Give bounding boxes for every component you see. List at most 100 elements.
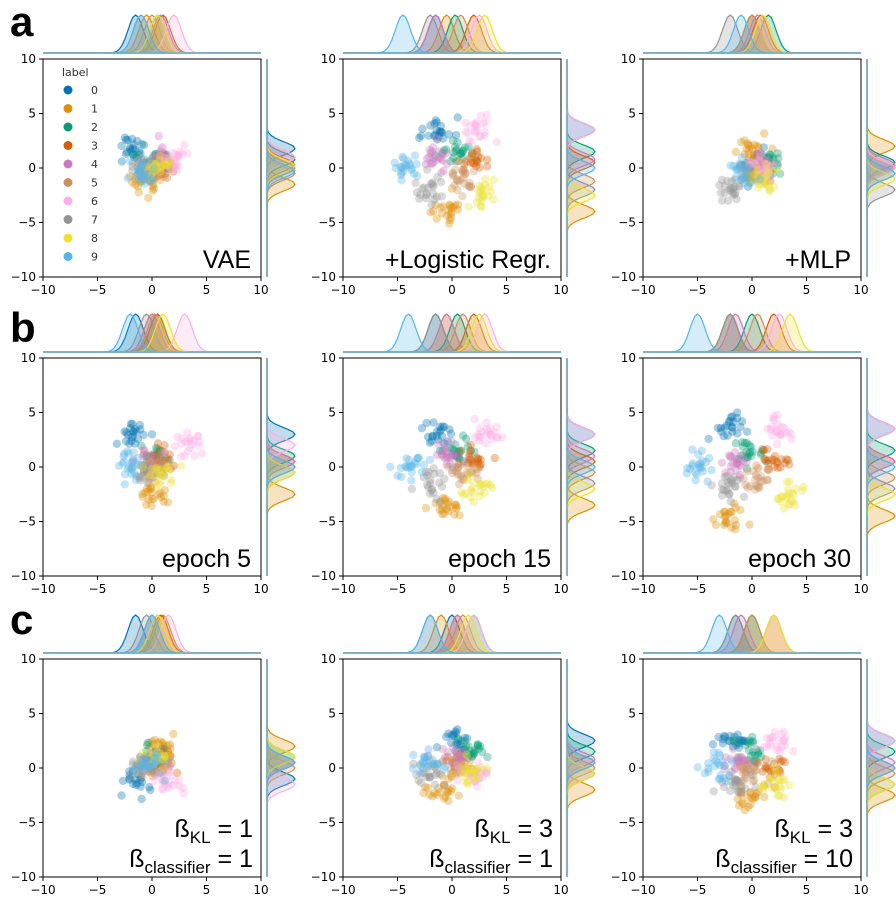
scatter-point-label-6 bbox=[471, 120, 480, 130]
scatter-point-label-2 bbox=[750, 750, 759, 760]
scatter-point-label-2 bbox=[463, 754, 473, 763]
scatter-point-label-3 bbox=[146, 754, 156, 763]
scatter-point-label-7 bbox=[409, 759, 418, 768]
scatter-point-label-2 bbox=[745, 448, 755, 457]
scatter-point-label-7 bbox=[427, 200, 436, 209]
scatter-point-label-7 bbox=[135, 461, 144, 470]
scatter-point-label-2 bbox=[152, 451, 161, 460]
scatter-point-label-1 bbox=[428, 792, 437, 801]
marginal-density-y bbox=[866, 659, 896, 877]
scatter-point-label-1 bbox=[752, 789, 761, 798]
x-tick-label: −5 bbox=[689, 883, 707, 897]
scatter-point-label-8 bbox=[475, 181, 484, 190]
scatter-point-label-2 bbox=[143, 738, 152, 747]
scatter-point-label-6 bbox=[492, 137, 502, 147]
scatter-point-label-1 bbox=[442, 504, 451, 514]
scatter-point-label-1 bbox=[436, 497, 445, 506]
scatter-point-label-6 bbox=[776, 430, 785, 439]
scatter-point-label-4 bbox=[157, 152, 167, 161]
scatter-point-label-6 bbox=[769, 415, 779, 425]
scatter-point-label-4 bbox=[450, 451, 459, 460]
scatter-point-label-5 bbox=[454, 177, 463, 186]
scatter-point-label-9 bbox=[417, 468, 426, 477]
scatter-point-label-0 bbox=[146, 764, 156, 773]
scatter-point-label-2 bbox=[157, 452, 166, 461]
scatter-point-label-6 bbox=[470, 126, 480, 136]
scatter-point-label-8 bbox=[149, 167, 159, 176]
scatter-point-label-8 bbox=[468, 483, 477, 492]
scatter-point-label-6 bbox=[178, 783, 188, 793]
scatter-point-label-3 bbox=[476, 153, 486, 162]
scatter-point-label-0 bbox=[128, 766, 138, 776]
scatter-point-label-2 bbox=[746, 442, 756, 452]
scatter-point-label-2 bbox=[483, 752, 492, 762]
scatter-point-label-2 bbox=[758, 150, 767, 160]
scatter-point-label-2 bbox=[157, 458, 166, 468]
scatter-point-label-3 bbox=[774, 765, 783, 775]
scatter-point-label-6 bbox=[172, 166, 181, 175]
density-x-label-9 bbox=[343, 14, 561, 54]
scatter-point-label-7 bbox=[730, 774, 739, 784]
scatter-point-label-3 bbox=[458, 168, 468, 177]
scatter-point-label-4 bbox=[445, 459, 455, 469]
scatter-point-label-2 bbox=[765, 150, 774, 159]
scatter-point-label-7 bbox=[726, 497, 735, 506]
scatter-point-label-3 bbox=[473, 157, 482, 166]
scatter-point-label-3 bbox=[745, 163, 754, 172]
scatter-point-label-5 bbox=[482, 769, 491, 778]
scatter-point-label-3 bbox=[466, 446, 475, 455]
scatter-point-label-8 bbox=[155, 755, 165, 764]
legend-title: label bbox=[62, 66, 89, 79]
scatter-point-label-9 bbox=[433, 760, 442, 769]
scatter-point-label-8 bbox=[469, 497, 478, 507]
scatter-point-label-1 bbox=[446, 786, 456, 796]
scatter-point-label-1 bbox=[147, 501, 156, 511]
scatter-point-label-0 bbox=[123, 135, 132, 145]
scatter-point-label-1 bbox=[737, 798, 747, 807]
scatter-point-label-5 bbox=[141, 167, 150, 176]
scatter-point-label-0 bbox=[457, 748, 466, 757]
marginal-density-x bbox=[643, 614, 861, 654]
scatter-point-label-9 bbox=[718, 757, 727, 766]
scatter-point-label-1 bbox=[149, 494, 158, 504]
scatter-point-label-5 bbox=[454, 763, 463, 772]
scatter-point-label-9 bbox=[713, 759, 722, 768]
scatter-point-label-3 bbox=[475, 461, 484, 470]
scatter-point-label-4 bbox=[759, 158, 768, 167]
scatter-point-label-5 bbox=[744, 765, 753, 775]
scatter-point-label-1 bbox=[439, 780, 449, 789]
scatter-point-label-9 bbox=[136, 162, 145, 171]
scatter-point-label-3 bbox=[449, 758, 458, 768]
scatter-point-label-5 bbox=[450, 767, 459, 776]
scatter-point-label-2 bbox=[151, 751, 160, 761]
scatter-point-label-8 bbox=[776, 782, 785, 791]
scatter-point-label-8 bbox=[475, 479, 484, 488]
scatter-point-label-2 bbox=[731, 439, 741, 448]
legend-entry: 6 bbox=[91, 195, 98, 208]
scatter-point-label-9 bbox=[407, 164, 417, 173]
scatter-point-label-6 bbox=[473, 126, 482, 135]
scatter-point-label-9 bbox=[127, 457, 136, 467]
scatter-point-label-5 bbox=[459, 173, 468, 182]
scatter-point-label-6 bbox=[477, 427, 486, 437]
scatter-point-label-2 bbox=[453, 453, 463, 463]
scatter-point-label-4 bbox=[759, 158, 768, 167]
scatter-point-label-9 bbox=[405, 161, 414, 170]
scatter-point-label-7 bbox=[423, 480, 432, 490]
scatter-point-label-2 bbox=[468, 149, 477, 159]
scatter-point-label-4 bbox=[146, 460, 155, 469]
density-x-label-9 bbox=[43, 614, 261, 654]
scatter-point-label-0 bbox=[716, 423, 726, 433]
scatter-point-label-5 bbox=[153, 766, 162, 776]
scatter-point-label-6 bbox=[493, 433, 502, 442]
scatter-point-label-0 bbox=[424, 131, 433, 140]
scatter-point-label-8 bbox=[474, 194, 483, 203]
scatter-point-label-6 bbox=[773, 742, 782, 752]
scatter-point-label-1 bbox=[426, 208, 435, 217]
scatter-point-label-2 bbox=[143, 758, 152, 768]
scatter-point-label-7 bbox=[729, 472, 738, 482]
scatter-point-label-1 bbox=[444, 796, 453, 805]
scatter-point-label-3 bbox=[159, 456, 168, 465]
scatter-point-label-4 bbox=[151, 452, 160, 462]
